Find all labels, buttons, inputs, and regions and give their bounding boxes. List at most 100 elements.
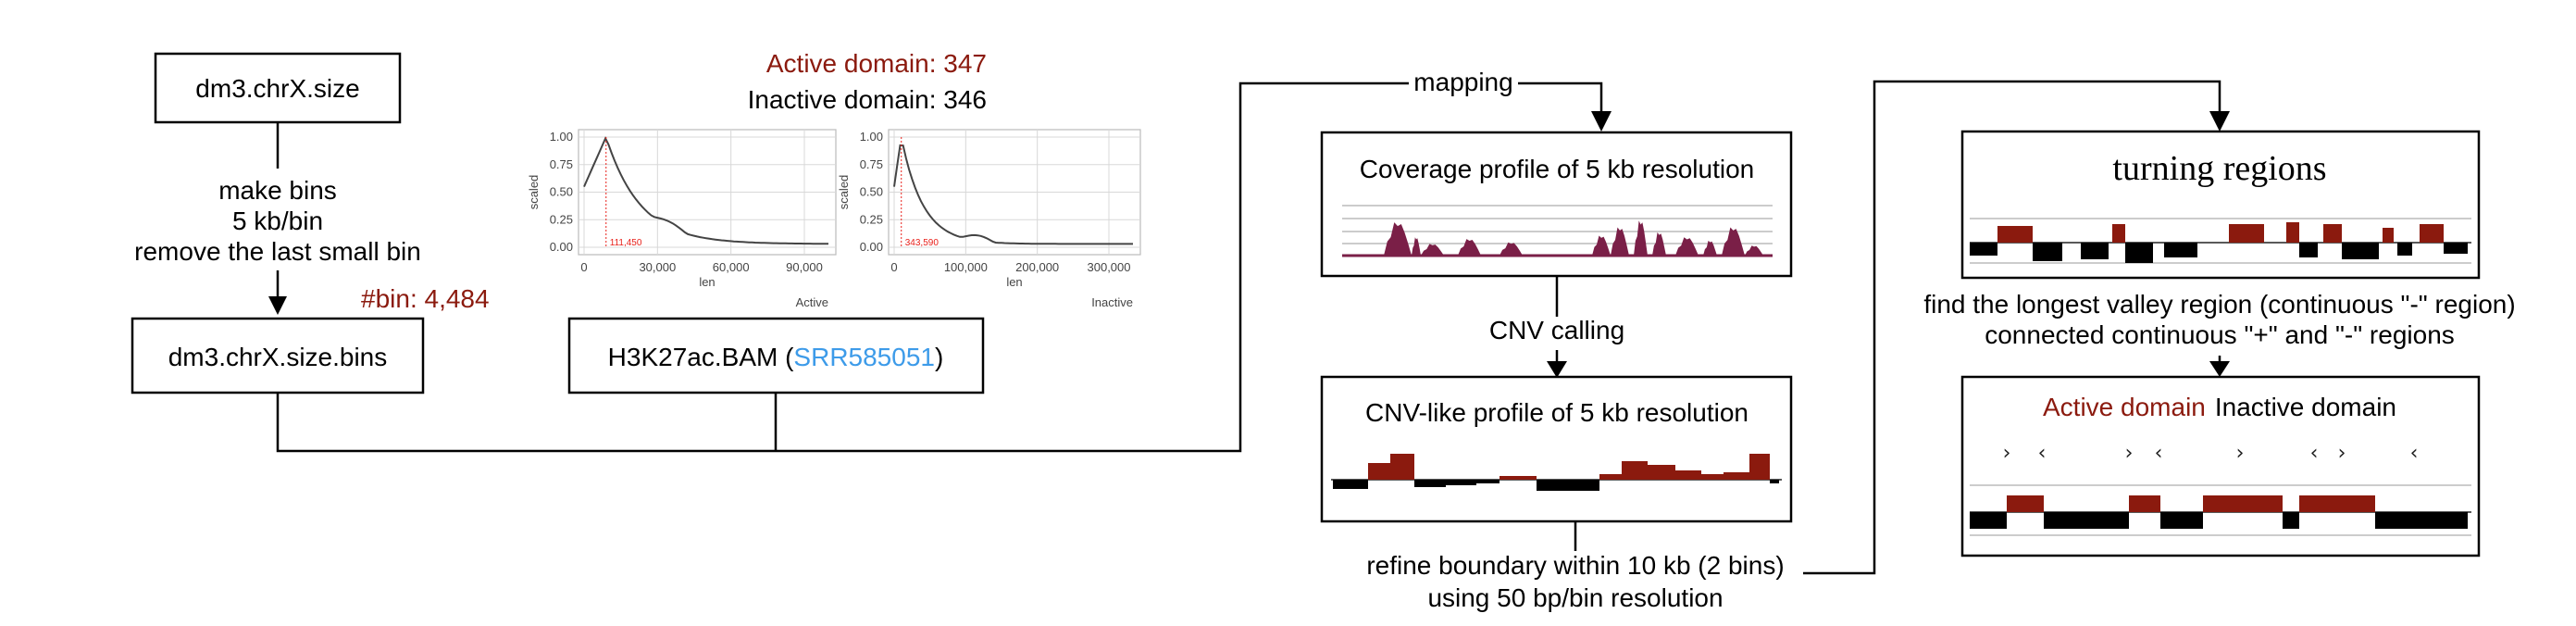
bin-count-label: #bin: 4,484 bbox=[361, 284, 490, 313]
cnv-segment bbox=[1368, 463, 1390, 480]
cnv-calling-label: CNV calling bbox=[1489, 316, 1624, 344]
bam-node: H3K27ac.BAM (SRR585051) bbox=[567, 317, 985, 394]
density-xtick: 0 bbox=[890, 260, 897, 274]
turning-segment bbox=[2299, 243, 2318, 257]
domain-boundary-marker: ‹ bbox=[2310, 442, 2319, 465]
coverage-title: Coverage profile of 5 kb resolution bbox=[1360, 155, 1754, 183]
density-xlabel: len bbox=[699, 275, 715, 289]
arrowhead-turning bbox=[2209, 111, 2230, 131]
arrowhead-domain bbox=[2209, 361, 2230, 377]
cnv-segment bbox=[1333, 480, 1368, 489]
arrowhead-coverage bbox=[1591, 111, 1612, 131]
turning-segment bbox=[2383, 228, 2394, 243]
density-ytick: 0.75 bbox=[860, 157, 883, 171]
domain-segment bbox=[2203, 495, 2283, 512]
turning-segment bbox=[2033, 243, 2062, 261]
cnv-segment bbox=[1749, 454, 1770, 480]
chr-size-node: dm3.chrX.size bbox=[154, 52, 402, 124]
turning-segment bbox=[2286, 222, 2299, 243]
bam-box bbox=[567, 317, 985, 394]
domain-boundary-marker: › bbox=[2338, 442, 2346, 465]
density-xlabel: len bbox=[1006, 275, 1022, 289]
cnv-segment bbox=[1675, 470, 1701, 480]
domain-segment bbox=[2044, 512, 2129, 529]
turning-segment bbox=[2229, 224, 2264, 243]
refine-connector bbox=[1803, 80, 2221, 575]
arrowhead-cnv bbox=[1547, 361, 1567, 378]
remove-small-bin-label: remove the last small bin bbox=[134, 237, 421, 266]
domain-plot: › ‹ › ‹ › ‹ › ‹ bbox=[1970, 442, 2471, 536]
chr-bins-node: dm3.chrX.size.bins bbox=[131, 317, 425, 394]
density-ytick: 1.00 bbox=[550, 130, 573, 144]
density-xtick: 100,000 bbox=[944, 260, 988, 274]
cnv-segment bbox=[1500, 476, 1537, 480]
density-plot-1: 1.00 0.75 0.50 0.25 0.00 0 30,000 60,000 90,000 s… bbox=[527, 129, 837, 309]
mapping-label-bg bbox=[1409, 67, 1518, 100]
turning-segment bbox=[1970, 243, 1997, 256]
turning-segment bbox=[1997, 226, 2033, 243]
cnv-plot bbox=[1331, 454, 1782, 491]
domain-boundary-marker: › bbox=[2125, 442, 2134, 465]
domain-boundary-marker: › bbox=[2003, 442, 2011, 465]
density-plots: 1.00 0.75 0.50 0.25 0.00 0 30,000 60,000 90,000 s… bbox=[527, 129, 1141, 309]
density-curve bbox=[583, 136, 829, 245]
bam-accession-link[interactable]: SRR585051 bbox=[793, 343, 935, 371]
chr-size-label: dm3.chrX.size bbox=[195, 74, 359, 103]
cnv-segment bbox=[1770, 480, 1779, 483]
turning-node: turning regions bbox=[1960, 130, 2481, 280]
domain-legend-active: Active domain bbox=[2043, 393, 2206, 421]
density-ytick: 0.50 bbox=[550, 185, 573, 199]
density-xtick: 30,000 bbox=[639, 260, 676, 274]
refine-label-1: refine boundary within 10 kb (2 bins) bbox=[1366, 551, 1784, 580]
density-xtick: 200,000 bbox=[1015, 260, 1059, 274]
chr-bins-label: dm3.chrX.size.bins bbox=[168, 343, 388, 371]
density-ytick: 0.75 bbox=[550, 157, 573, 171]
cnv-node: CNV-like profile of 5 kb resolution bbox=[1320, 375, 1793, 523]
cnv-segment bbox=[1724, 472, 1749, 480]
turning-segment bbox=[2164, 243, 2197, 257]
domain-segment bbox=[1970, 512, 2007, 529]
density-xtick: 300,000 bbox=[1088, 260, 1131, 274]
density-peak-label: 343,590 bbox=[905, 238, 940, 248]
turning-segment bbox=[2444, 243, 2468, 254]
density-ytick: 0.25 bbox=[860, 212, 883, 226]
density-ytick: 0.00 bbox=[550, 240, 573, 254]
density-plot-2: 1.00 0.75 0.50 0.25 0.00 0 100,000 200,000 300,0… bbox=[837, 129, 1141, 309]
turning-segment bbox=[2081, 243, 2109, 259]
density-ytick: 0.50 bbox=[860, 185, 883, 199]
valley-label-1: find the longest valley region (continuo… bbox=[1923, 290, 2515, 319]
cnv-segment bbox=[1648, 465, 1675, 480]
bam-label: H3K27ac.BAM (SRR585051) bbox=[608, 343, 944, 371]
cnv-segment bbox=[1390, 454, 1414, 480]
coverage-node: Coverage profile of 5 kb resolution bbox=[1320, 131, 1793, 278]
domain-segment bbox=[2375, 512, 2468, 529]
domain-boundary-marker: ‹ bbox=[2155, 442, 2163, 465]
turning-segment bbox=[2125, 243, 2153, 263]
cnv-box bbox=[1320, 375, 1793, 523]
bin-size-label: 5 kb/bin bbox=[232, 207, 323, 235]
domain-node: Active domain Inactive domain › ‹ › ‹ › ‹ › ‹ bbox=[1960, 375, 2481, 557]
cnv-title: CNV-like profile of 5 kb resolution bbox=[1365, 398, 1748, 427]
domain-segment bbox=[2129, 495, 2160, 512]
density-curve bbox=[893, 144, 1133, 245]
cnv-segment bbox=[1414, 480, 1446, 487]
cnv-segment bbox=[1446, 480, 1476, 485]
bam-suffix: ) bbox=[935, 343, 943, 371]
domain-boundary-marker: ‹ bbox=[2410, 442, 2419, 465]
chr-bins-box bbox=[131, 317, 425, 394]
domain-segment bbox=[2007, 495, 2044, 512]
domain-boundary-marker: › bbox=[2236, 442, 2245, 465]
density-peak-label: 111,450 bbox=[610, 238, 642, 248]
mapping-label: mapping bbox=[1413, 68, 1512, 96]
cnv-segment bbox=[1701, 474, 1724, 480]
cnv-segment bbox=[1537, 480, 1599, 491]
cnv-segment bbox=[1599, 474, 1622, 480]
domain-legend: Active domain Inactive domain bbox=[2043, 393, 2396, 421]
density-ylabel: scaled bbox=[837, 175, 851, 210]
valley-label-2: connected continuous "+" and "-" regions bbox=[1985, 320, 2455, 349]
turning-segment bbox=[2112, 224, 2125, 243]
turning-title: turning regions bbox=[2112, 149, 2326, 188]
domain-segment bbox=[2299, 495, 2375, 512]
domain-legend-inactive: Inactive domain bbox=[2215, 393, 2396, 421]
